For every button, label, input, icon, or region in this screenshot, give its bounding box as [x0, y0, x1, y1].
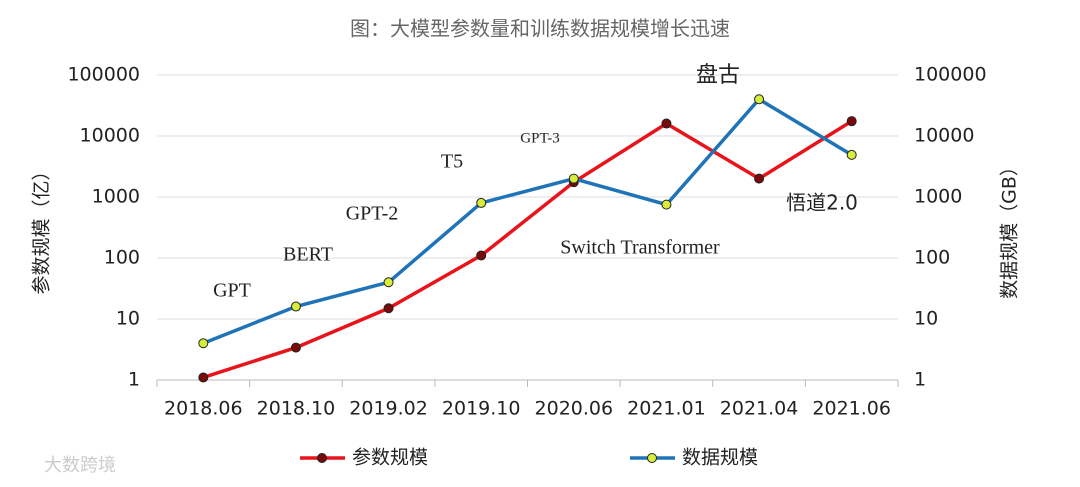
legend-label: 参数规模	[352, 447, 428, 469]
x-tick-label: 2018.10	[257, 398, 336, 420]
watermark: 大数跨境	[44, 455, 116, 476]
data-point	[568, 173, 579, 184]
annotation: GPT-3	[520, 130, 559, 146]
x-tick-label: 2021.01	[627, 398, 706, 420]
data-point	[476, 197, 487, 208]
y2-tick-label: 1000	[914, 186, 962, 208]
x-tick-label: 2020.06	[535, 398, 614, 420]
legend-marker	[317, 453, 327, 463]
y-tick-label: 100000	[67, 64, 140, 86]
annotation: GPT	[213, 280, 251, 302]
data-point	[476, 250, 487, 261]
annotation: T5	[441, 151, 463, 173]
data-point	[754, 173, 765, 184]
legend-marker	[647, 453, 657, 463]
data-point	[846, 116, 857, 127]
x-tick-label: 2018.06	[164, 398, 243, 420]
y2-tick-label: 100000	[914, 64, 987, 86]
y-tick-label: 1000	[92, 186, 140, 208]
data-point	[754, 94, 765, 105]
x-tick-label: 2019.10	[442, 398, 521, 420]
y-tick-label: 1	[128, 369, 140, 391]
data-point	[383, 303, 394, 314]
x-tick-label: 2019.02	[349, 398, 428, 420]
legend-label: 数据规模	[682, 447, 758, 469]
chart-title: 图：大模型参数量和训练数据规模增长迅速	[350, 17, 730, 41]
series-line	[202, 119, 853, 380]
data-point	[383, 277, 394, 288]
annotation: BERT	[283, 244, 333, 266]
data-point	[846, 149, 857, 160]
y-tick-label: 10	[116, 308, 140, 330]
data-point	[198, 338, 209, 349]
y-tick-label: 100	[104, 247, 140, 269]
y2-tick-label: 10	[914, 308, 938, 330]
annotation: 盘古	[696, 63, 740, 88]
y2-tick-label: 100	[914, 247, 950, 269]
x-tick-label: 2021.04	[720, 398, 799, 420]
x-tick-label: 2021.06	[812, 398, 891, 420]
data-point	[661, 199, 672, 210]
y2-tick-label: 10000	[914, 125, 974, 147]
y2-axis-label: 数据规模（GB）	[999, 157, 1021, 299]
annotation: 悟道2.0	[786, 191, 858, 215]
annotation: GPT-2	[346, 203, 399, 225]
series-line	[202, 97, 853, 345]
y-axis-label: 参数规模（亿）	[31, 161, 53, 294]
data-point	[198, 372, 209, 383]
data-point	[290, 301, 301, 312]
y-tick-label: 10000	[80, 125, 140, 147]
y2-tick-label: 1	[914, 369, 926, 391]
data-point	[290, 342, 301, 353]
annotation: Switch Transformer	[560, 237, 720, 259]
data-point	[661, 118, 672, 129]
